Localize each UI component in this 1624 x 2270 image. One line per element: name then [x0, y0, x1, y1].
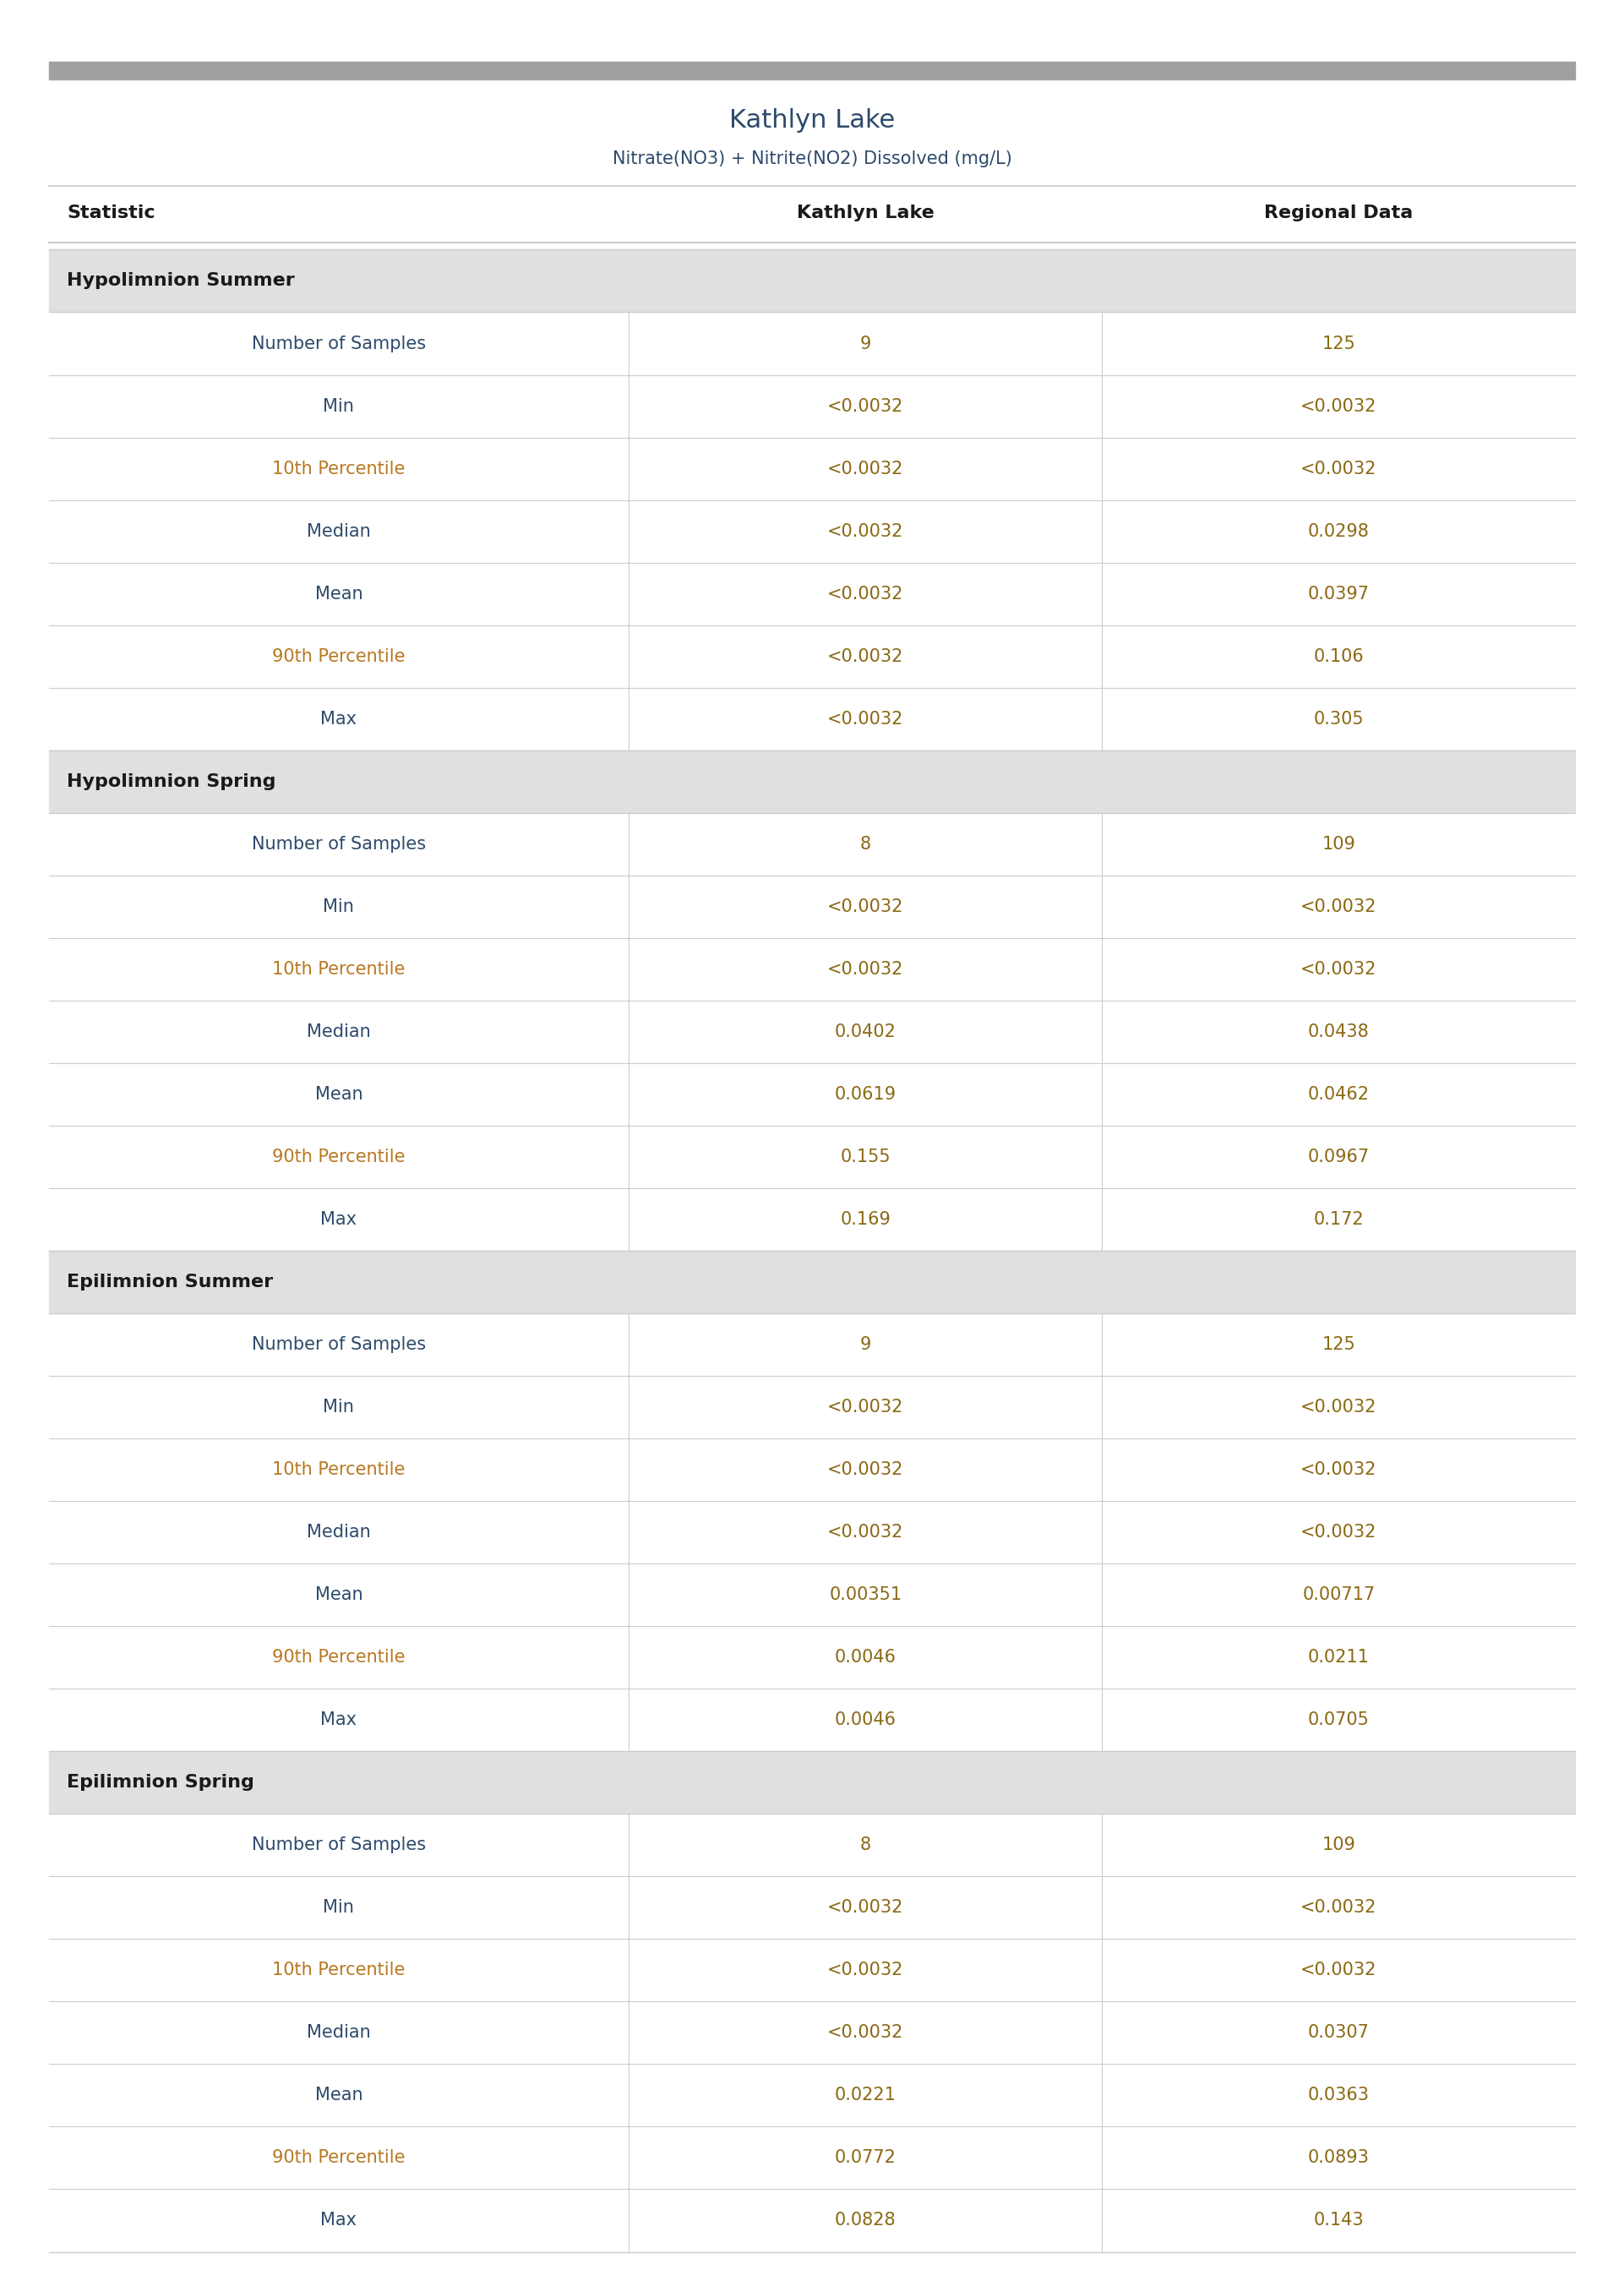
Text: Min: Min: [323, 1900, 354, 1916]
Text: 109: 109: [1322, 835, 1356, 854]
Text: 0.155: 0.155: [840, 1149, 890, 1165]
Text: 9: 9: [859, 1337, 870, 1353]
Text: Mean: Mean: [315, 586, 362, 602]
Text: 0.0221: 0.0221: [835, 2086, 896, 2104]
Text: 0.0828: 0.0828: [835, 2211, 896, 2229]
Text: 0.0893: 0.0893: [1307, 2150, 1369, 2166]
Bar: [49, 1752, 1575, 1814]
Text: 0.0705: 0.0705: [1307, 1712, 1369, 1727]
Text: Number of Samples: Number of Samples: [252, 336, 425, 352]
Text: Kathlyn Lake: Kathlyn Lake: [729, 109, 895, 132]
Text: Max: Max: [320, 1712, 357, 1727]
Text: <0.0032: <0.0032: [1301, 397, 1377, 415]
Text: 0.0211: 0.0211: [1307, 1648, 1369, 1666]
Text: 0.0298: 0.0298: [1307, 522, 1369, 540]
Text: <0.0032: <0.0032: [1301, 899, 1377, 915]
Text: Max: Max: [320, 711, 357, 726]
Text: <0.0032: <0.0032: [827, 1398, 903, 1416]
Text: Median: Median: [307, 1523, 370, 1541]
Text: 8: 8: [859, 835, 870, 854]
Text: <0.0032: <0.0032: [827, 397, 903, 415]
Text: <0.0032: <0.0032: [827, 1523, 903, 1541]
Text: 0.00351: 0.00351: [828, 1587, 901, 1603]
Text: 10th Percentile: 10th Percentile: [273, 960, 406, 978]
Text: 0.169: 0.169: [840, 1210, 890, 1228]
Text: Number of Samples: Number of Samples: [252, 1836, 425, 1855]
Text: Number of Samples: Number of Samples: [252, 1337, 425, 1353]
Text: <0.0032: <0.0032: [827, 899, 903, 915]
Text: 90th Percentile: 90th Percentile: [273, 2150, 406, 2166]
Text: Epilimnion Summer: Epilimnion Summer: [67, 1273, 273, 1292]
Text: 10th Percentile: 10th Percentile: [273, 1462, 406, 1478]
Text: Hypolimnion Spring: Hypolimnion Spring: [67, 774, 276, 790]
Text: <0.0032: <0.0032: [1301, 1523, 1377, 1541]
Text: 0.0402: 0.0402: [835, 1024, 896, 1040]
Text: <0.0032: <0.0032: [827, 647, 903, 665]
Text: Number of Samples: Number of Samples: [252, 835, 425, 854]
Text: 0.0619: 0.0619: [835, 1085, 896, 1103]
Text: <0.0032: <0.0032: [1301, 461, 1377, 477]
Text: 0.0046: 0.0046: [835, 1648, 896, 1666]
Text: 90th Percentile: 90th Percentile: [273, 1149, 406, 1165]
Text: <0.0032: <0.0032: [1301, 1398, 1377, 1416]
Text: Max: Max: [320, 1210, 357, 1228]
Text: <0.0032: <0.0032: [827, 960, 903, 978]
Text: 0.143: 0.143: [1314, 2211, 1364, 2229]
Text: <0.0032: <0.0032: [827, 1462, 903, 1478]
Text: Median: Median: [307, 1024, 370, 1040]
Text: Mean: Mean: [315, 1587, 362, 1603]
Text: 0.0363: 0.0363: [1307, 2086, 1369, 2104]
Text: Regional Data: Regional Data: [1263, 204, 1413, 222]
Text: 0.0772: 0.0772: [835, 2150, 896, 2166]
Text: <0.0032: <0.0032: [827, 1900, 903, 1916]
Text: Min: Min: [323, 397, 354, 415]
Text: Nitrate(NO3) + Nitrite(NO2) Dissolved (mg/L): Nitrate(NO3) + Nitrite(NO2) Dissolved (m…: [612, 150, 1012, 168]
Text: Median: Median: [307, 522, 370, 540]
Text: Hypolimnion Summer: Hypolimnion Summer: [67, 272, 296, 291]
Text: 0.0462: 0.0462: [1307, 1085, 1369, 1103]
Text: Min: Min: [323, 899, 354, 915]
Text: Mean: Mean: [315, 1085, 362, 1103]
Text: <0.0032: <0.0032: [827, 2025, 903, 2041]
Text: Max: Max: [320, 2211, 357, 2229]
Text: 0.0397: 0.0397: [1307, 586, 1369, 602]
Text: 0.106: 0.106: [1314, 647, 1364, 665]
Text: 0.172: 0.172: [1314, 1210, 1364, 1228]
Text: 0.0438: 0.0438: [1307, 1024, 1369, 1040]
Text: 90th Percentile: 90th Percentile: [273, 647, 406, 665]
Text: 9: 9: [859, 336, 870, 352]
Text: <0.0032: <0.0032: [827, 1961, 903, 1979]
Text: Statistic: Statistic: [67, 204, 156, 222]
Text: <0.0032: <0.0032: [827, 522, 903, 540]
Text: <0.0032: <0.0032: [1301, 1961, 1377, 1979]
Text: 109: 109: [1322, 1836, 1356, 1855]
Text: 0.305: 0.305: [1314, 711, 1364, 726]
Text: <0.0032: <0.0032: [827, 711, 903, 726]
Text: Min: Min: [323, 1398, 354, 1416]
Text: 125: 125: [1322, 1337, 1356, 1353]
Text: <0.0032: <0.0032: [1301, 960, 1377, 978]
Text: 0.00717: 0.00717: [1302, 1587, 1376, 1603]
Bar: [49, 61, 1575, 79]
Bar: [49, 751, 1575, 813]
Text: 0.0307: 0.0307: [1307, 2025, 1369, 2041]
Text: Epilimnion Spring: Epilimnion Spring: [67, 1775, 255, 1791]
Text: <0.0032: <0.0032: [1301, 1462, 1377, 1478]
Text: 10th Percentile: 10th Percentile: [273, 461, 406, 477]
Text: 0.0967: 0.0967: [1307, 1149, 1369, 1165]
Text: 10th Percentile: 10th Percentile: [273, 1961, 406, 1979]
Text: Kathlyn Lake: Kathlyn Lake: [797, 204, 934, 222]
Text: <0.0032: <0.0032: [1301, 1900, 1377, 1916]
Text: <0.0032: <0.0032: [827, 586, 903, 602]
Text: Mean: Mean: [315, 2086, 362, 2104]
Text: 125: 125: [1322, 336, 1356, 352]
Text: 8: 8: [859, 1836, 870, 1855]
Bar: [49, 1251, 1575, 1314]
Text: 90th Percentile: 90th Percentile: [273, 1648, 406, 1666]
Text: Median: Median: [307, 2025, 370, 2041]
Text: <0.0032: <0.0032: [827, 461, 903, 477]
Bar: [49, 250, 1575, 313]
Text: 0.0046: 0.0046: [835, 1712, 896, 1727]
